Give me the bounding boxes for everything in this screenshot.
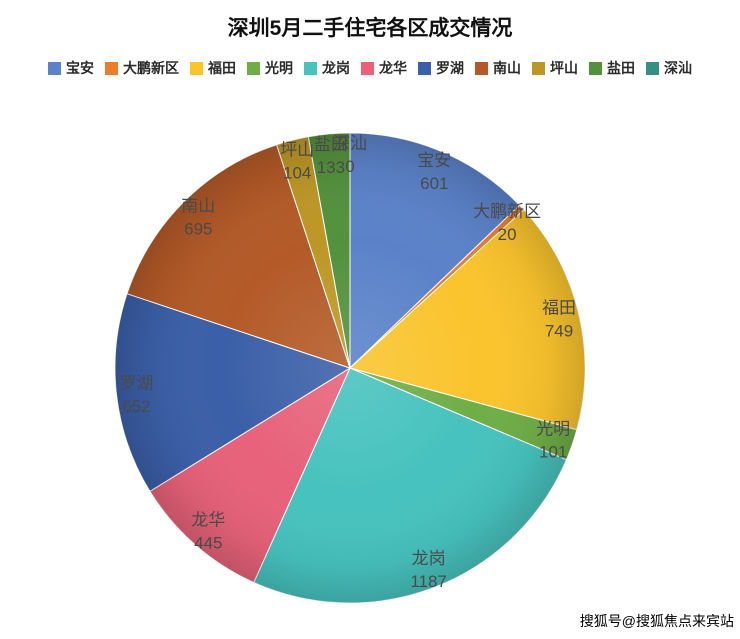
- legend-swatch: [247, 61, 260, 75]
- slice-label-value: 695: [184, 220, 212, 239]
- slice-label-value: 20: [498, 225, 517, 244]
- legend-item-坪山[interactable]: 坪山: [532, 58, 578, 78]
- legend-label: 罗湖: [436, 60, 464, 76]
- legend-swatch: [532, 61, 545, 75]
- legend-item-宝安[interactable]: 宝安: [48, 58, 94, 78]
- slice-label-name: 大鹏新区: [473, 202, 541, 221]
- legend-item-罗湖[interactable]: 罗湖: [418, 58, 464, 78]
- slice-label-福田: 福田 749: [542, 299, 576, 341]
- slice-label-value: 445: [194, 534, 222, 553]
- legend-item-盐田[interactable]: 盐田: [589, 58, 635, 78]
- slice-label-name: 深汕: [333, 134, 367, 153]
- legend-label: 深汕: [664, 60, 692, 76]
- slice-label-name: 罗湖: [119, 374, 153, 393]
- slice-label-龙华: 龙华 445: [191, 511, 225, 553]
- slice-label-name: 光明: [536, 419, 570, 438]
- slice-label-罗湖: 罗湖 652: [119, 374, 153, 416]
- slice-label-南山: 南山 695: [181, 197, 215, 239]
- legend-swatch: [304, 61, 317, 75]
- legend-item-大鹏新区[interactable]: 大鹏新区: [105, 58, 179, 78]
- legend-label: 盐田: [607, 60, 635, 76]
- slice-label-value: 101: [539, 442, 567, 461]
- legend-swatch: [105, 61, 118, 75]
- legend-label: 大鹏新区: [123, 60, 179, 76]
- slice-label-name: 龙岗: [412, 549, 446, 568]
- slice-label-value: 601: [420, 174, 448, 193]
- slice-label-value: 1187: [410, 572, 447, 591]
- legend-label: 光明: [265, 60, 293, 76]
- slice-label-value: 104: [283, 164, 311, 183]
- slice-label-value: 0: [345, 157, 354, 176]
- slice-label-name: 福田: [542, 299, 576, 318]
- legend-swatch: [646, 61, 659, 75]
- slice-label-盐田: 盐田 133: [314, 135, 348, 177]
- legend-item-南山[interactable]: 南山: [475, 58, 521, 78]
- slice-label-name: 南山: [181, 197, 215, 216]
- legend-swatch: [475, 61, 488, 75]
- legend-item-龙岗[interactable]: 龙岗: [304, 58, 350, 78]
- slice-label-name: 宝安: [417, 151, 451, 170]
- slice-label-龙岗: 龙岗 1187: [410, 549, 447, 591]
- legend-item-龙华[interactable]: 龙华: [361, 58, 407, 78]
- legend-swatch: [418, 61, 431, 75]
- legend-swatch: [190, 61, 203, 75]
- legend-swatch: [361, 61, 374, 75]
- legend-label: 龙华: [379, 60, 407, 76]
- slice-label-name: 盐田: [314, 135, 348, 154]
- legend-label: 坪山: [550, 60, 578, 76]
- legend-item-福田[interactable]: 福田: [190, 58, 236, 78]
- legend-swatch: [589, 61, 602, 75]
- slice-label-value: 652: [122, 397, 150, 416]
- watermark: 搜狐号@搜狐焦点来宾站: [579, 613, 734, 629]
- slice-label-value: 133: [317, 158, 345, 177]
- pie-slice-labels: 宝安 601 大鹏新区 20 福田 749 光明 101 龙岗 1187 龙华 445 罗湖 652 南山 6…: [119, 134, 576, 591]
- legend-swatch: [48, 61, 61, 75]
- slice-label-坪山: 坪山 104: [280, 141, 314, 183]
- legend-label: 宝安: [66, 60, 94, 76]
- slice-label-大鹏新区: 大鹏新区 20: [473, 202, 541, 244]
- legend-item-光明[interactable]: 光明: [247, 58, 293, 78]
- legend-label: 龙岗: [322, 60, 350, 76]
- chart-legend: 宝安 大鹏新区 福田 光明 龙岗 龙华 罗湖 南山 坪山 盐田 深汕: [0, 58, 740, 78]
- slice-label-name: 坪山: [280, 141, 314, 160]
- legend-label: 福田: [208, 60, 236, 76]
- slice-label-value: 749: [545, 322, 573, 341]
- slice-label-宝安: 宝安 601: [417, 151, 451, 193]
- legend-label: 南山: [493, 60, 521, 76]
- slice-label-光明: 光明 101: [536, 419, 570, 461]
- slice-label-深汕: 深汕 0: [333, 134, 367, 176]
- slice-label-name: 龙华: [191, 511, 225, 530]
- legend-item-深汕[interactable]: 深汕: [646, 58, 692, 78]
- chart-title: 深圳5月二手住宅各区成交情况: [227, 17, 513, 40]
